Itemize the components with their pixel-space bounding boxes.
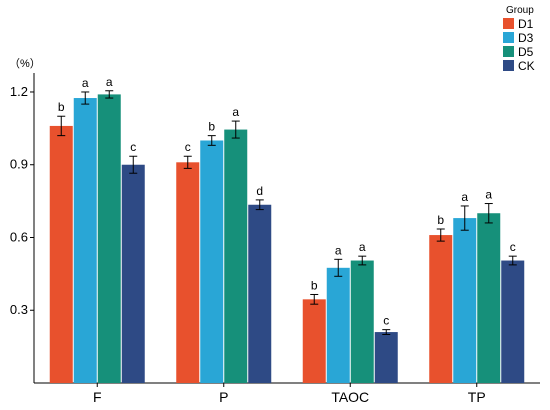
legend-label-d5: D5: [518, 45, 534, 59]
bar-d5: [97, 94, 121, 383]
bar-d3: [200, 140, 224, 383]
significance-letter: a: [106, 75, 113, 89]
significance-letter: b: [58, 100, 65, 114]
x-tick-label: P: [219, 389, 228, 405]
significance-letter: b: [437, 213, 444, 227]
legend-label-ck: CK: [518, 59, 535, 73]
significance-letter: a: [335, 243, 342, 257]
x-tick-label: F: [93, 389, 102, 405]
bar-d3: [453, 218, 477, 383]
significance-letter: a: [461, 190, 468, 204]
y-tick-label: 0.6: [10, 229, 28, 244]
significance-letter: a: [485, 188, 492, 202]
bar-ck: [501, 260, 525, 383]
legend-swatch-ck: [503, 60, 514, 71]
bar-d5: [477, 213, 501, 383]
x-tick-label: TP: [468, 389, 486, 405]
bar-d5: [350, 260, 374, 383]
bar-ck: [374, 332, 398, 383]
bar-d3: [73, 98, 97, 383]
x-tick-label: TAOC: [331, 389, 369, 405]
significance-letter: c: [510, 240, 516, 254]
bar-d1: [176, 162, 200, 383]
legend-label-d1: D1: [518, 17, 534, 31]
significance-letter: a: [82, 76, 89, 90]
legend-swatch-d1: [503, 18, 514, 29]
significance-letter: d: [256, 184, 263, 198]
bar-d3: [326, 267, 350, 383]
error-bars: [57, 90, 517, 335]
y-tick-label: 0.9: [10, 157, 28, 172]
significance-letter: c: [185, 140, 191, 154]
bar-d1: [429, 235, 453, 383]
bars: [49, 94, 525, 383]
significance-letter: a: [232, 105, 239, 119]
y-tick-label: 1.2: [10, 84, 28, 99]
significance-letter: c: [130, 140, 136, 154]
significance-letter: b: [311, 278, 318, 292]
y-axis: 0.3 0.6 0.9 1.2: [10, 73, 35, 383]
significance-letter: c: [383, 314, 389, 328]
bar-d5: [224, 129, 248, 383]
y-unit-label: （%）: [9, 57, 41, 70]
bar-ck: [121, 164, 145, 383]
legend-label-d3: D3: [518, 31, 534, 45]
y-tick-label: 0.3: [10, 302, 28, 317]
bar-d1: [302, 299, 326, 383]
bar-d1: [49, 125, 73, 383]
legend-swatch-d3: [503, 32, 514, 43]
legend-title: Group: [506, 5, 534, 16]
legend-swatch-d5: [503, 46, 514, 57]
bar-ck: [248, 204, 272, 383]
significance-letter: b: [208, 120, 215, 134]
significance-letter: a: [359, 240, 366, 254]
significance-letters: b a a c c b a d b a a c b a a c: [58, 75, 516, 328]
x-axis: F P TAOC TP: [34, 382, 540, 405]
